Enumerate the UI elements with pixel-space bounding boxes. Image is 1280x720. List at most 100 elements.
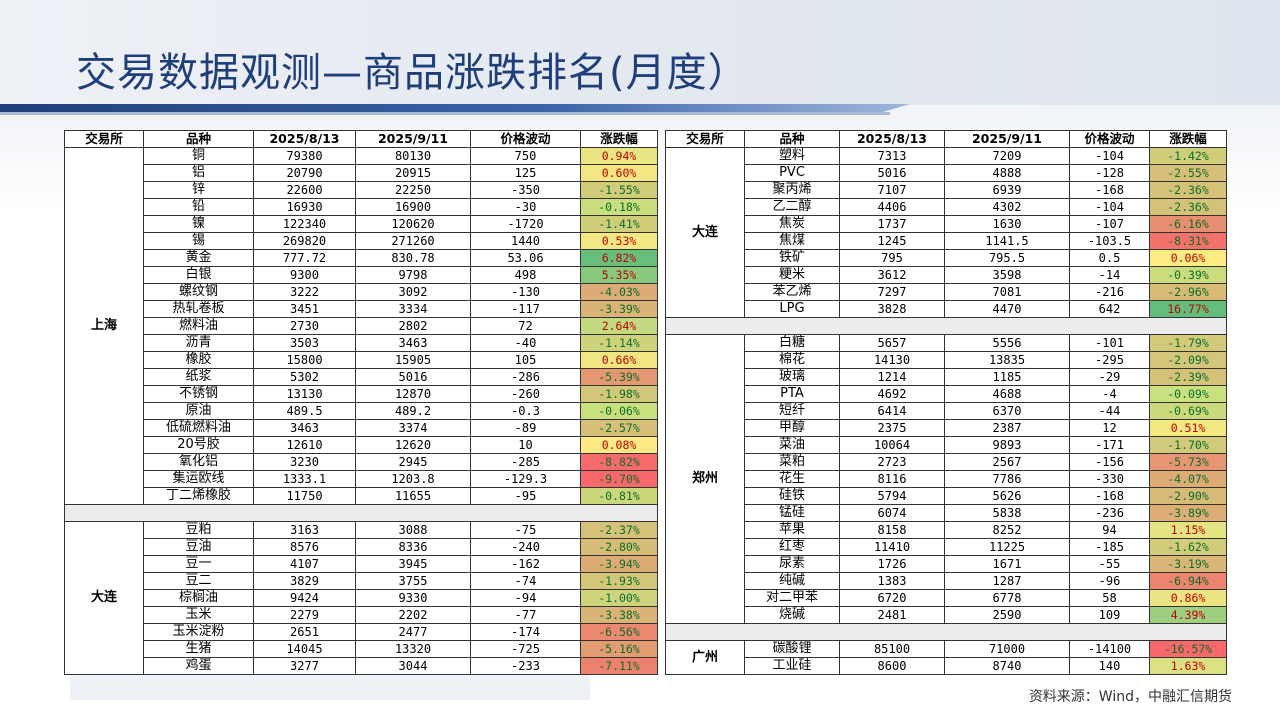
commodity-name: 锌 bbox=[143, 181, 254, 199]
table-row: 不锈钢 13130 12870 -260 -1.98% bbox=[65, 385, 658, 403]
price-change: -236 bbox=[1069, 504, 1150, 522]
price-change: 53.06 bbox=[470, 249, 581, 267]
price-change: -350 bbox=[470, 181, 581, 199]
commodity-name: 沥青 bbox=[143, 334, 254, 352]
change-pct: -1.98% bbox=[580, 385, 658, 403]
group-separator bbox=[665, 317, 1227, 335]
commodity-name: 豆一 bbox=[143, 555, 254, 573]
price-start: 8116 bbox=[839, 470, 945, 488]
exchange-cell: 大连 bbox=[665, 147, 745, 318]
table-row: 短纤 6414 6370 -44 -0.69% bbox=[666, 402, 1227, 420]
commodity-name: 生猪 bbox=[143, 640, 254, 658]
change-pct: -1.93% bbox=[580, 572, 658, 590]
price-change: -216 bbox=[1069, 283, 1150, 301]
table-row: 苹果 8158 8252 94 1.15% bbox=[666, 521, 1227, 539]
change-pct: -0.39% bbox=[1149, 266, 1227, 284]
price-end: 3598 bbox=[944, 266, 1070, 284]
price-end: 830.78 bbox=[355, 249, 471, 267]
price-change: -14100 bbox=[1069, 640, 1150, 658]
price-change: -168 bbox=[1069, 181, 1150, 199]
change-pct: -2.37% bbox=[580, 521, 658, 539]
price-change: 0.5 bbox=[1069, 249, 1150, 267]
table-row: 低硫燃料油 3463 3374 -89 -2.57% bbox=[65, 419, 658, 437]
price-change: -95 bbox=[470, 487, 581, 505]
change-pct: -0.81% bbox=[580, 487, 658, 505]
commodity-name: 红枣 bbox=[744, 538, 840, 556]
price-end: 1141.5 bbox=[944, 232, 1070, 250]
price-start: 7313 bbox=[839, 147, 945, 165]
commodity-name: 甲醇 bbox=[744, 419, 840, 437]
table-row: 螺纹钢 3222 3092 -130 -4.03% bbox=[65, 283, 658, 301]
price-end: 3755 bbox=[355, 572, 471, 590]
change-pct: -1.70% bbox=[1149, 436, 1227, 454]
price-change: -94 bbox=[470, 589, 581, 607]
price-end: 2567 bbox=[944, 453, 1070, 471]
price-end: 1185 bbox=[944, 368, 1070, 386]
price-start: 1214 bbox=[839, 368, 945, 386]
commodity-name: 菜油 bbox=[744, 436, 840, 454]
group-separator bbox=[665, 623, 1227, 641]
price-start: 2730 bbox=[253, 317, 356, 335]
change-pct: -6.94% bbox=[1149, 572, 1227, 590]
price-end: 5016 bbox=[355, 368, 471, 386]
price-start: 2723 bbox=[839, 453, 945, 471]
commodity-name: 不锈钢 bbox=[143, 385, 254, 403]
table-row: 广州 碳酸锂 85100 71000 -14100 -16.57% bbox=[665, 640, 1227, 675]
price-change: -29 bbox=[1069, 368, 1150, 386]
change-pct: -2.90% bbox=[1149, 487, 1227, 505]
price-change: -162 bbox=[470, 555, 581, 573]
price-change: -77 bbox=[470, 606, 581, 624]
price-end: 1630 bbox=[944, 215, 1070, 233]
price-end: 8252 bbox=[944, 521, 1070, 539]
commodity-name: 铁矿 bbox=[744, 249, 840, 267]
column-header: 品种 bbox=[744, 130, 840, 148]
price-start: 2279 bbox=[253, 606, 356, 624]
exchange-cell: 上海 bbox=[64, 147, 144, 505]
table-row: 玻璃 1214 1185 -29 -2.39% bbox=[666, 368, 1227, 386]
price-start: 122340 bbox=[253, 215, 356, 233]
change-pct: -2.96% bbox=[1149, 283, 1227, 301]
change-pct: -1.62% bbox=[1149, 538, 1227, 556]
change-pct: 16.77% bbox=[1149, 300, 1227, 318]
price-change: -74 bbox=[470, 572, 581, 590]
price-start: 10064 bbox=[839, 436, 945, 454]
commodity-name: 集运欧线 bbox=[143, 470, 254, 488]
change-pct: -0.18% bbox=[580, 198, 658, 216]
table-row: 大连 塑料 7313 7209 -104 -1.42% bbox=[665, 147, 1227, 318]
change-pct: -3.94% bbox=[580, 555, 658, 573]
price-change: -0.3 bbox=[470, 402, 581, 420]
table-row: 菜油 10064 9893 -171 -1.70% bbox=[666, 436, 1227, 454]
price-start: 3612 bbox=[839, 266, 945, 284]
price-change: -89 bbox=[470, 419, 581, 437]
left-table-body: 上海铜 79380 80130 750 0.94% 铝 20790 20915 125 0.60%… bbox=[64, 147, 658, 675]
price-change: 642 bbox=[1069, 300, 1150, 318]
table-row: 热轧卷板 3451 3334 -117 -3.39% bbox=[65, 300, 658, 318]
change-pct: -1.42% bbox=[1149, 147, 1227, 165]
commodity-name: 纸浆 bbox=[143, 368, 254, 386]
commodity-name: 塑料 bbox=[744, 147, 840, 165]
price-end: 795.5 bbox=[944, 249, 1070, 267]
price-end: 8740 bbox=[944, 657, 1070, 675]
price-change: -75 bbox=[470, 521, 581, 539]
commodity-name: 焦炭 bbox=[744, 215, 840, 233]
price-end: 2477 bbox=[355, 623, 471, 641]
price-change: -185 bbox=[1069, 538, 1150, 556]
price-end: 3374 bbox=[355, 419, 471, 437]
change-pct: -5.39% bbox=[580, 368, 658, 386]
price-change: -330 bbox=[1069, 470, 1150, 488]
price-change: 125 bbox=[470, 164, 581, 182]
column-header: 价格波动 bbox=[470, 130, 581, 148]
table-row: 燃料油 2730 2802 72 2.64% bbox=[65, 317, 658, 335]
commodity-name: 鸡蛋 bbox=[143, 657, 254, 675]
price-end: 7081 bbox=[944, 283, 1070, 301]
table-header-row: 交易所 品种 2025/8/13 2025/9/11 价格波动 涨跌幅 bbox=[64, 130, 658, 148]
table-row: 对二甲苯 6720 6778 58 0.86% bbox=[666, 589, 1227, 607]
price-end: 9893 bbox=[944, 436, 1070, 454]
price-start: 3277 bbox=[253, 657, 356, 675]
price-end: 16900 bbox=[355, 198, 471, 216]
change-pct: -2.36% bbox=[1149, 198, 1227, 216]
commodity-name: 花生 bbox=[744, 470, 840, 488]
change-pct: -1.41% bbox=[580, 215, 658, 233]
price-start: 85100 bbox=[839, 640, 945, 658]
price-end: 15905 bbox=[355, 351, 471, 369]
